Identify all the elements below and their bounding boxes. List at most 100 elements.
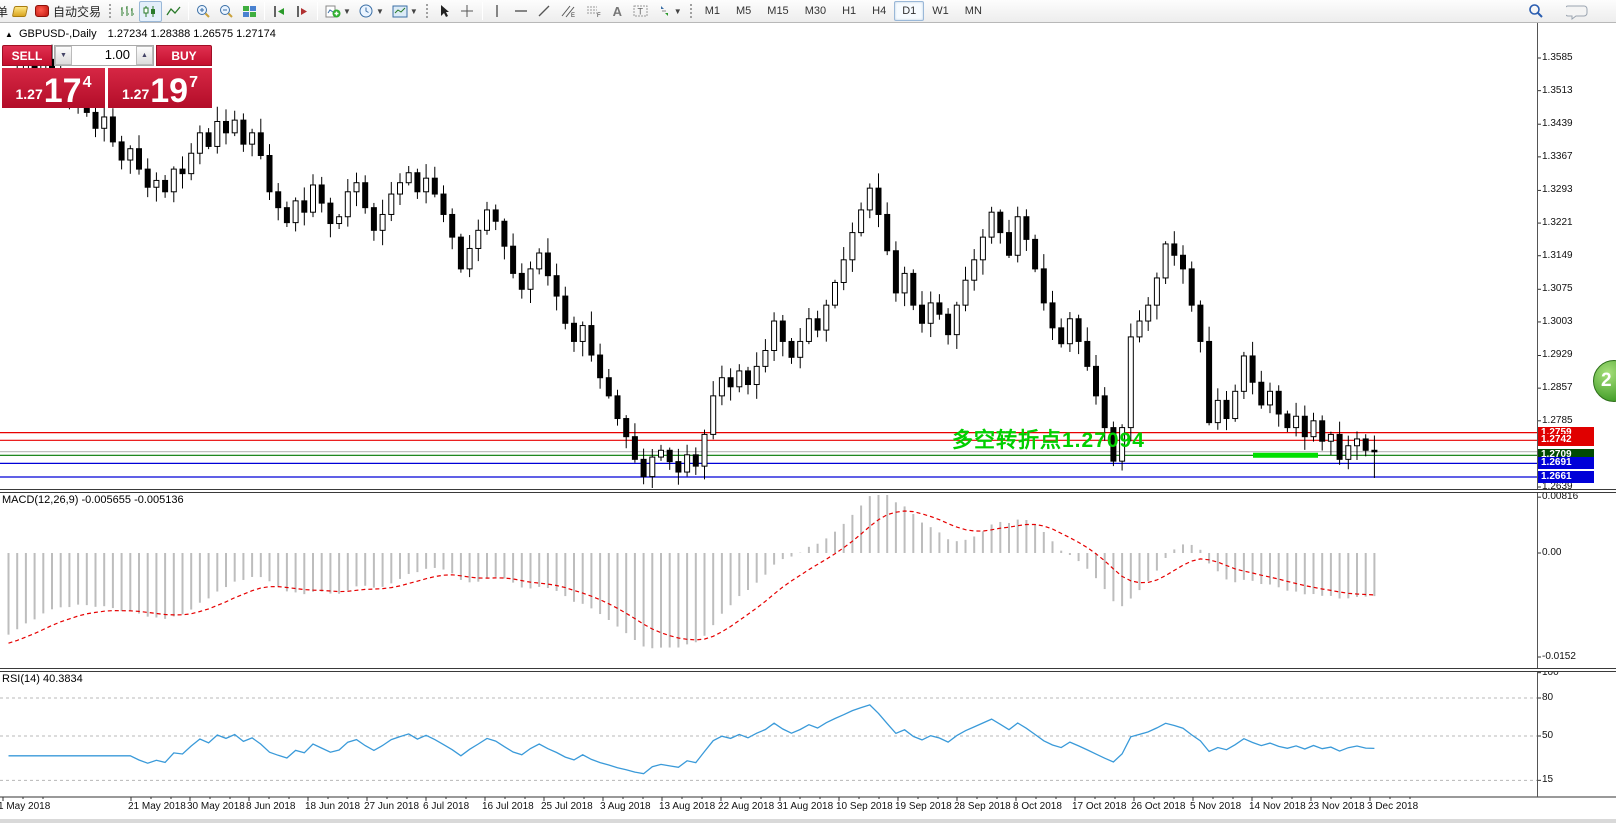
sell-price-base: 1.27 bbox=[15, 86, 43, 102]
price-axis-label: 1.2785 bbox=[1542, 414, 1573, 426]
arrows-dropdown-caret[interactable]: ▼ bbox=[673, 6, 682, 16]
chart-title: ▲ GBPUSD-,Daily 1.27234 1.28388 1.26575 … bbox=[5, 28, 276, 40]
date-axis-label: 3 Aug 2018 bbox=[600, 801, 651, 812]
timeframe-button-h4[interactable]: H4 bbox=[872, 5, 887, 17]
rsi-axis-label: 100 bbox=[1542, 666, 1559, 678]
price-axis-label: 1.3513 bbox=[1542, 84, 1573, 96]
timeframe-button-m15[interactable]: M15 bbox=[767, 5, 789, 17]
svg-text:T: T bbox=[637, 7, 643, 17]
tile-windows-icon bbox=[243, 5, 257, 17]
price-level-label: 1.2691 bbox=[1538, 457, 1594, 470]
date-axis-label: 1 May 2018 bbox=[0, 801, 51, 812]
trendline-button[interactable] bbox=[533, 1, 556, 22]
autotrading-button[interactable]: 自动交易 bbox=[31, 1, 105, 22]
date-axis-label: 23 Nov 2018 bbox=[1308, 801, 1365, 812]
symbol-expand-icon[interactable]: ▲ bbox=[5, 30, 13, 39]
text-icon: A bbox=[612, 3, 622, 19]
date-axis-label: 22 Aug 2018 bbox=[718, 801, 775, 812]
clipped-menu-label: 单 bbox=[0, 4, 9, 19]
chart-shift-icon bbox=[297, 5, 308, 17]
timeframe-button-m30[interactable]: M30 bbox=[804, 5, 827, 17]
timeframe-button-d1[interactable]: D1 bbox=[894, 1, 925, 21]
macd-axis-label: 0.00 bbox=[1542, 547, 1562, 558]
date-axis-label: 19 Sep 2018 bbox=[895, 801, 952, 812]
sell-button[interactable]: SELL bbox=[2, 45, 52, 66]
indicators-button[interactable]: ▼ bbox=[321, 1, 355, 22]
price-axis-label: 1.2639 bbox=[1542, 481, 1573, 492]
volume-increase-button[interactable]: ▲ bbox=[136, 46, 153, 65]
auto-scroll-button[interactable] bbox=[268, 1, 291, 22]
timeframe-button-w1[interactable]: W1 bbox=[932, 5, 949, 17]
volume-decrease-button[interactable]: ▼ bbox=[55, 46, 72, 65]
timeframe-group: M1 M5 M15 M30 H1 H4 D1 W1 MN bbox=[697, 0, 990, 23]
price-axis-label: 1.3367 bbox=[1542, 150, 1573, 162]
date-axis-label: 18 Jun 2018 bbox=[305, 801, 361, 812]
periods-button[interactable]: ▼ bbox=[355, 1, 388, 22]
rsi-axis-label: 80 bbox=[1542, 692, 1554, 703]
buy-price-pip: 7 bbox=[189, 74, 198, 91]
date-axis-label: 8 Oct 2018 bbox=[1013, 801, 1062, 812]
price-axis-label: 1.3075 bbox=[1542, 283, 1573, 295]
line-chart-button[interactable] bbox=[162, 1, 185, 22]
toolbar-drag-handle[interactable] bbox=[688, 3, 694, 19]
date-axis-label: 27 Jun 2018 bbox=[364, 801, 420, 812]
pane-splitter-rsi[interactable] bbox=[0, 668, 1616, 672]
price-axis-label: 1.3149 bbox=[1542, 249, 1573, 261]
timeframe-button-h1[interactable]: H1 bbox=[842, 5, 857, 17]
badge-count: 2 bbox=[1601, 370, 1612, 391]
pane-splitter-macd[interactable] bbox=[0, 489, 1616, 493]
zoom-out-button[interactable] bbox=[215, 1, 238, 22]
bar-chart-button[interactable] bbox=[116, 1, 139, 22]
volume-input[interactable]: 1.00 bbox=[104, 47, 130, 62]
buy-price-base: 1.27 bbox=[122, 86, 150, 102]
toolbar-drag-handle[interactable] bbox=[424, 3, 430, 19]
macd-axis-label: 0.00816 bbox=[1542, 491, 1579, 503]
timeframe-button-m1[interactable]: M1 bbox=[704, 5, 720, 17]
date-axis-label: 16 Jul 2018 bbox=[482, 801, 534, 812]
date-axis-label: 31 Aug 2018 bbox=[777, 801, 834, 812]
window-bottom-edge bbox=[0, 819, 1616, 823]
indicators-icon bbox=[325, 5, 341, 18]
horizontal-line-button[interactable] bbox=[509, 1, 533, 22]
timeframe-button-mn[interactable]: MN bbox=[964, 5, 982, 17]
trendline-icon bbox=[538, 5, 550, 17]
fibonacci-button[interactable]: F bbox=[581, 1, 606, 22]
volume-spinner: ▼ 1.00 ▲ bbox=[54, 45, 154, 66]
date-axis-label: 8 Jun 2018 bbox=[246, 801, 296, 812]
date-axis-label: 14 Nov 2018 bbox=[1249, 801, 1306, 812]
indicators-dropdown-caret[interactable]: ▼ bbox=[343, 6, 351, 16]
crosshair-button[interactable] bbox=[456, 1, 479, 22]
sell-price-pip: 4 bbox=[82, 74, 92, 91]
equidistant-channel-button[interactable]: E bbox=[556, 1, 581, 22]
date-axis-label: 6 Jul 2018 bbox=[423, 801, 470, 812]
new-order-button[interactable] bbox=[8, 1, 31, 22]
templates-button[interactable]: ▼ bbox=[388, 1, 422, 22]
tile-windows-button[interactable] bbox=[238, 1, 261, 22]
chart-shift-button[interactable] bbox=[291, 1, 314, 22]
periods-dropdown-caret[interactable]: ▼ bbox=[375, 6, 384, 16]
date-axis-label: 26 Oct 2018 bbox=[1131, 801, 1186, 812]
cursor-button[interactable] bbox=[433, 1, 456, 22]
toolbar-drag-handle[interactable] bbox=[108, 3, 114, 19]
candlestick-chart-button[interactable] bbox=[139, 0, 163, 22]
zoom-in-button[interactable] bbox=[192, 1, 215, 22]
timeframe-button-m5[interactable]: M5 bbox=[736, 5, 752, 17]
buy-price-display[interactable]: 1.27 19 7 bbox=[108, 68, 212, 108]
vertical-line-button[interactable] bbox=[486, 1, 509, 22]
templates-dropdown-caret[interactable]: ▼ bbox=[409, 6, 418, 16]
arrows-button[interactable]: ▼ bbox=[653, 1, 686, 22]
price-level-label: 1.2742 bbox=[1538, 434, 1594, 447]
text-button[interactable]: A bbox=[606, 1, 629, 22]
text-label-button[interactable]: T bbox=[629, 1, 653, 22]
chat-icon[interactable] bbox=[1566, 3, 1592, 20]
date-axis-label: 17 Oct 2018 bbox=[1072, 801, 1127, 812]
date-axis-label: 13 Aug 2018 bbox=[659, 801, 716, 812]
fibonacci-icon: F bbox=[586, 6, 601, 18]
sell-price-display[interactable]: 1.27 17 4 bbox=[2, 68, 105, 108]
price-axis-label: 1.2857 bbox=[1542, 382, 1573, 394]
search-icon[interactable] bbox=[1528, 3, 1544, 19]
price-axis-label: 1.2929 bbox=[1542, 349, 1573, 361]
autotrading-label: 自动交易 bbox=[53, 4, 102, 19]
buy-button[interactable]: BUY bbox=[156, 45, 212, 66]
